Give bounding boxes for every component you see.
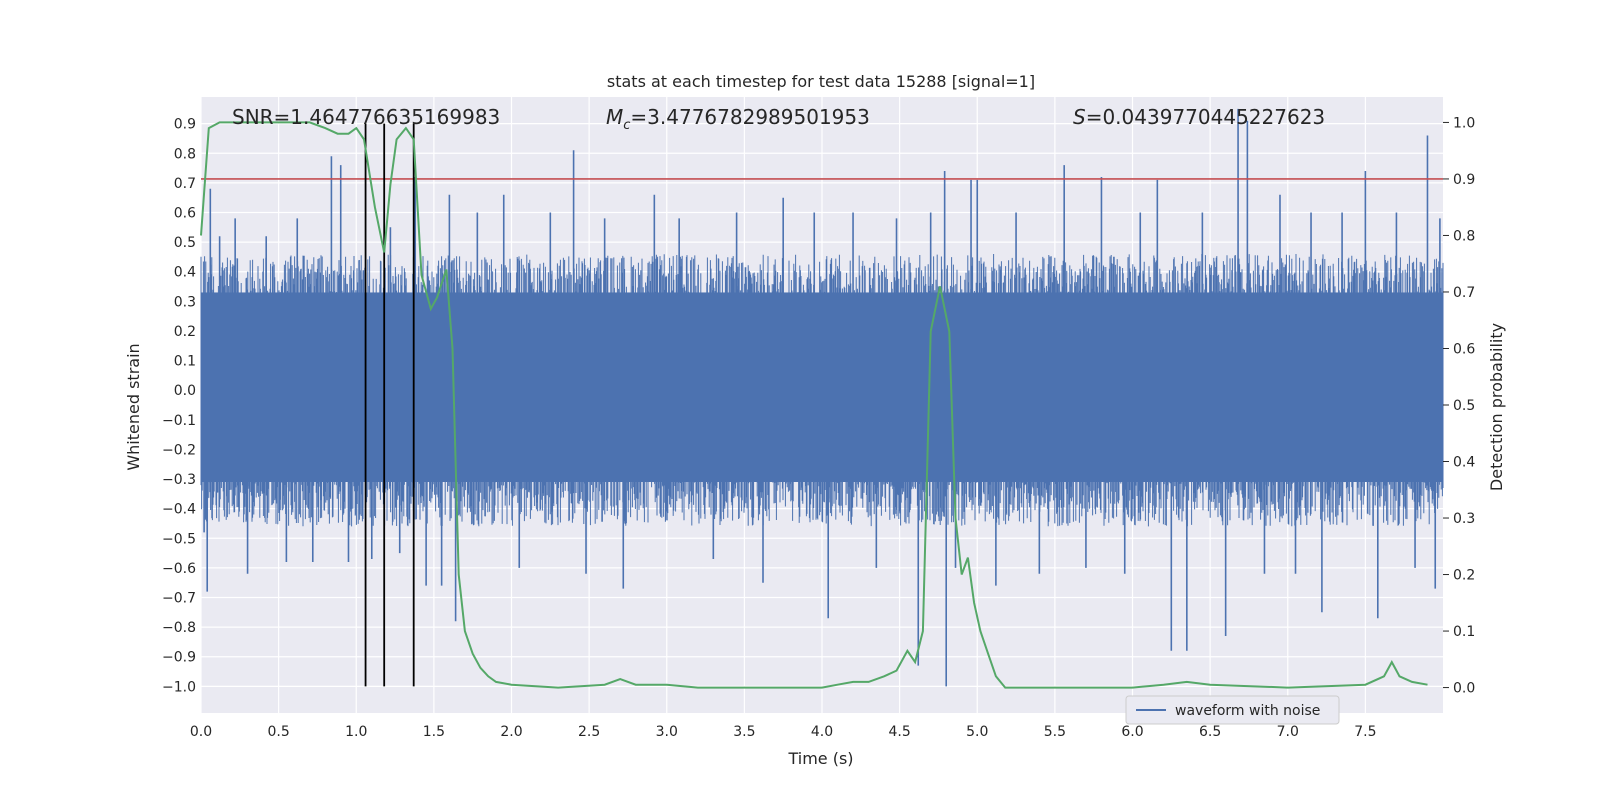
- s-symbol: S: [1073, 105, 1086, 129]
- y-right-tick-label: 1.0: [1453, 115, 1475, 131]
- x-tick-label: 2.5: [578, 724, 600, 740]
- chirp-mass-value: =3.4776782989501953: [630, 105, 869, 129]
- chirp-mass-subscript: c: [623, 118, 630, 133]
- chirp-mass-symbol: M: [606, 105, 623, 129]
- y-right-tick-label: 0.1: [1453, 624, 1475, 640]
- probability-series: [200, 121, 1428, 689]
- y-left-tick-label: −0.4: [162, 502, 196, 518]
- s-annotation: S=0.0439770445227623: [1073, 105, 1325, 129]
- y-left-axis-label: Whitened strain: [124, 343, 143, 470]
- y-left-axis-ticks: 0.9 0.8 0.7 0.6 0.5 0.4 0.3 0.2 0.1 0.0 −0.1 −0.2 −0…: [162, 117, 196, 696]
- y-left-tick-label: −0.1: [162, 413, 196, 429]
- legend: waveform with noise: [1125, 695, 1340, 725]
- x-tick-label: 7.5: [1354, 724, 1376, 740]
- y-right-tick-label: 0.6: [1453, 341, 1475, 357]
- y-right-tick-label: 0.9: [1453, 172, 1475, 188]
- y-left-tick-label: 0.4: [174, 265, 196, 281]
- x-tick-label: 4.5: [888, 724, 910, 740]
- x-tick-label: 3.0: [656, 724, 678, 740]
- y-left-tick-label: 0.9: [174, 117, 196, 133]
- y-left-tick-label: 0.2: [174, 324, 196, 340]
- x-tick-label: 3.5: [733, 724, 755, 740]
- y-right-tick-label: 0.0: [1453, 681, 1475, 697]
- y-right-tick-label: 0.7: [1453, 285, 1475, 301]
- y-left-tick-label: −0.5: [162, 531, 196, 547]
- y-right-axis-label: Detection probability: [1487, 323, 1506, 491]
- waveform-series: [200, 108, 1444, 687]
- snr-annotation: SNR=1.464776635169983: [232, 105, 500, 129]
- y-left-tick-label: 0.0: [174, 383, 196, 399]
- x-axis-label: Time (s): [787, 749, 853, 768]
- chart-title: stats at each timestep for test data 152…: [607, 72, 1035, 91]
- x-tick-label: 0.0: [190, 724, 212, 740]
- y-right-tick-label: 0.3: [1453, 511, 1475, 527]
- waveform-core: [201, 292, 1443, 482]
- x-tick-label: 1.5: [423, 724, 445, 740]
- x-tick-label: 6.5: [1199, 724, 1221, 740]
- legend-label: waveform with noise: [1175, 703, 1320, 719]
- y-right-tick-label: 0.5: [1453, 398, 1475, 414]
- y-left-tick-label: −0.2: [162, 442, 196, 458]
- y-right-axis-ticks: 1.0 0.9 0.8 0.7 0.6 0.5 0.4 0.3 0.2 0.1 0.0: [1443, 115, 1475, 697]
- y-left-tick-label: 0.3: [174, 294, 196, 310]
- y-left-tick-label: 0.6: [174, 206, 196, 222]
- x-axis-ticks: 0.0 0.5 1.0 1.5 2.0 2.5 3.0 3.5 4.0 4.5 5.0 5.5 6.0 6…: [190, 724, 1377, 740]
- x-tick-label: 5.5: [1044, 724, 1066, 740]
- y-left-tick-label: −0.6: [162, 561, 196, 577]
- y-left-tick-label: −0.3: [162, 472, 196, 488]
- s-value: =0.0439770445227623: [1086, 105, 1325, 129]
- y-left-tick-label: −0.8: [162, 620, 196, 636]
- x-tick-label: 2.0: [500, 724, 522, 740]
- x-tick-label: 7.0: [1277, 724, 1299, 740]
- y-left-tick-label: −0.7: [162, 591, 196, 607]
- x-tick-label: 6.0: [1121, 724, 1143, 740]
- legend-box: [1125, 695, 1340, 725]
- y-left-tick-label: 0.5: [174, 235, 196, 251]
- x-tick-label: 4.0: [811, 724, 833, 740]
- y-right-tick-label: 0.4: [1453, 455, 1475, 471]
- probability-line: [200, 121, 1428, 689]
- chirp-mass-annotation: Mc=3.4776782989501953: [606, 105, 870, 133]
- y-left-tick-label: −0.9: [162, 650, 196, 666]
- y-left-tick-label: 0.8: [174, 146, 196, 162]
- y-left-tick-label: −1.0: [162, 679, 196, 695]
- event-markers: [364, 123, 415, 687]
- y-right-tick-label: 0.8: [1453, 228, 1475, 244]
- x-tick-label: 0.5: [267, 724, 289, 740]
- x-tick-label: 1.0: [345, 724, 367, 740]
- x-tick-label: 5.0: [966, 724, 988, 740]
- y-left-tick-label: 0.7: [174, 176, 196, 192]
- y-right-tick-label: 0.2: [1453, 568, 1475, 584]
- y-left-tick-label: 0.1: [174, 354, 196, 370]
